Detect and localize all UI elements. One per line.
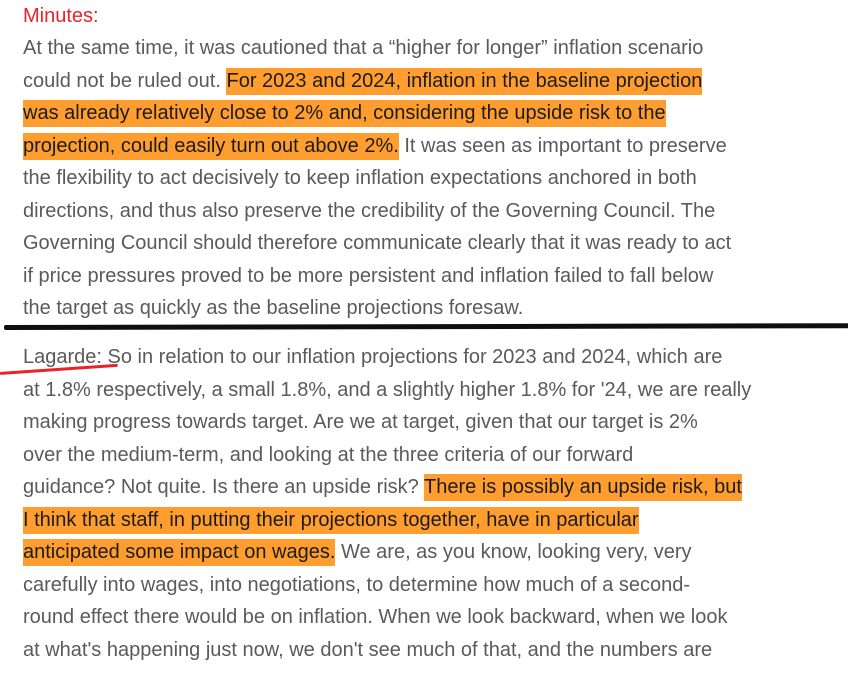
speaker-label: Lagarde: [23, 346, 102, 368]
body-text: making progress towards target. Are we a… [23, 411, 698, 433]
text-line: directions, and thus also preserve the c… [23, 195, 731, 228]
text-line: over the medium-term, and looking at the… [23, 439, 751, 472]
highlighted-text: There is possibly an upside risk, but [424, 474, 742, 501]
text-line: if price pressures proved to be more per… [23, 260, 731, 293]
body-text: the flexibility to act decisively to kee… [23, 167, 697, 189]
text-line: guidance? Not quite. Is there an upside … [23, 471, 751, 504]
text-line: anticipated some impact on wages. We are… [23, 536, 751, 569]
body-text: could not be ruled out. [23, 69, 227, 92]
text-line: could not be ruled out. For 2023 and 202… [23, 65, 731, 98]
body-text: over the medium-term, and looking at the… [23, 443, 634, 466]
body-text: at 1.8% respectively, a small 1.8%, and … [23, 378, 752, 401]
body-text: directions, and thus also preserve the c… [23, 199, 716, 222]
body-text: guidance? Not quite. Is there an upside … [23, 476, 424, 498]
highlighted-text: For 2023 and 2024, inflation in the base… [226, 67, 703, 95]
body-text: We are, as you know, looking very, very [335, 541, 692, 563]
lagarde-paragraph: Lagarde: So in relation to our inflation… [23, 341, 751, 666]
text-line: Lagarde: So in relation to our inflation… [23, 341, 751, 374]
minutes-heading: Minutes: [23, 5, 99, 27]
body-text: At the same time, it was cautioned that … [23, 37, 704, 59]
body-text: Governing Council should therefore commu… [23, 232, 732, 254]
text-line: carefully into wages, into negotiations,… [23, 569, 751, 602]
body-text: if price pressures proved to be more per… [23, 264, 714, 287]
highlighted-text: projection, could easily turn out above … [23, 132, 399, 160]
body-text: It was seen as important to preserve [398, 134, 727, 157]
text-line: round effect there would be on inflation… [23, 601, 751, 634]
text-line: was already relatively close to 2% and, … [23, 97, 731, 130]
body-text: the target as quickly as the baseline pr… [23, 297, 524, 319]
text-line: I think that staff, in putting their pro… [23, 504, 751, 537]
body-text: at what's happening just now, we don't s… [23, 638, 713, 661]
body-text: So in relation to our inflation projecti… [101, 346, 723, 368]
text-line: projection, could easily turn out above … [23, 130, 731, 163]
minutes-paragraph: At the same time, it was cautioned that … [23, 32, 731, 325]
body-text: carefully into wages, into negotiations,… [23, 573, 691, 596]
highlighted-text: anticipated some impact on wages. [23, 539, 336, 566]
highlighted-text: I think that staff, in putting their pro… [23, 506, 639, 534]
text-line: the target as quickly as the baseline pr… [23, 292, 731, 325]
text-line: the flexibility to act decisively to kee… [23, 162, 731, 195]
text-line: Governing Council should therefore commu… [23, 227, 731, 260]
text-line: at what's happening just now, we don't s… [23, 634, 751, 667]
text-line: at 1.8% respectively, a small 1.8%, and … [23, 374, 751, 407]
text-line: making progress towards target. Are we a… [23, 406, 751, 439]
body-text: round effect there would be on inflation… [23, 606, 728, 628]
section-divider [3, 323, 848, 330]
text-line: At the same time, it was cautioned that … [23, 32, 731, 65]
highlighted-text: was already relatively close to 2% and, … [23, 100, 666, 127]
